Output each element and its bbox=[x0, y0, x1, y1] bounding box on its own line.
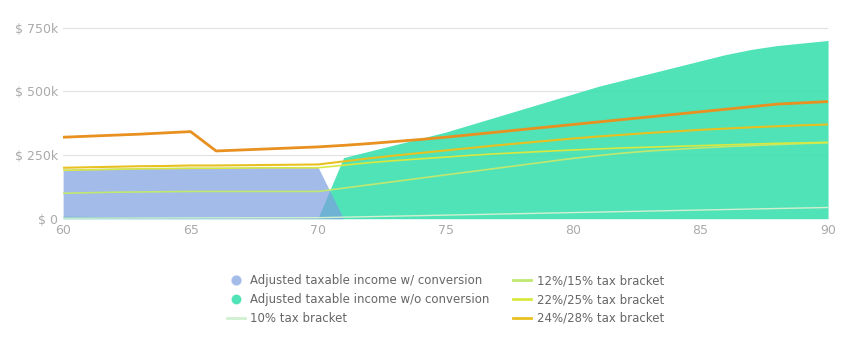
Legend: Adjusted taxable income w/ conversion, Adjusted taxable income w/o conversion, 1: Adjusted taxable income w/ conversion, A… bbox=[222, 269, 669, 330]
